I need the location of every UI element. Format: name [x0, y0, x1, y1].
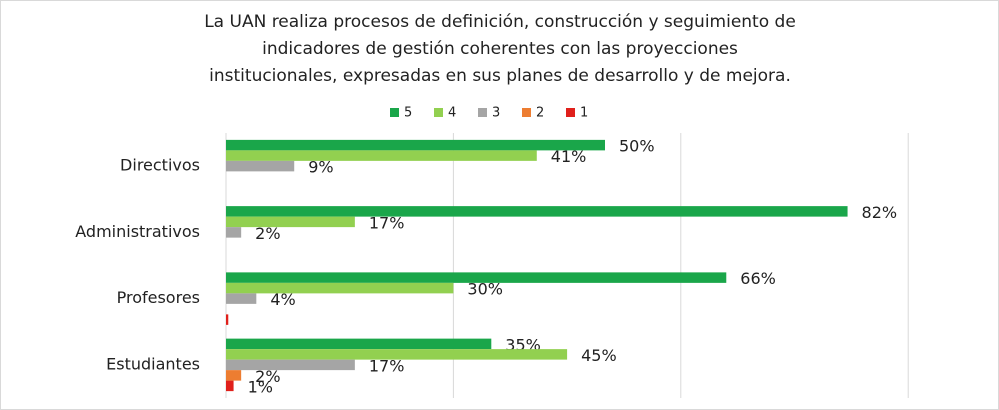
- bar: [226, 160, 295, 172]
- legend-swatch: [390, 108, 399, 117]
- bar: [226, 139, 605, 151]
- bar: [226, 338, 492, 350]
- bar: [226, 359, 355, 371]
- legend-label: 1: [580, 106, 588, 121]
- chart-title: La UAN realiza procesos de definición, c…: [204, 12, 796, 32]
- legend-swatch: [566, 108, 575, 117]
- y-tick-label: Profesores: [117, 288, 200, 307]
- legend-label: 5: [404, 106, 412, 121]
- legend-swatch: [478, 108, 487, 117]
- bar: [226, 206, 848, 217]
- data-label: 4%: [270, 290, 295, 309]
- legend-label: 3: [492, 106, 500, 121]
- chart-title: institucionales, expresadas en sus plane…: [209, 66, 791, 86]
- data-label: 9%: [308, 158, 333, 177]
- data-label: 30%: [467, 280, 503, 299]
- bar: [226, 314, 229, 325]
- data-label: 1%: [248, 377, 273, 396]
- data-label: 17%: [369, 356, 405, 375]
- chart-title: indicadores de gestión coherentes con la…: [262, 39, 738, 59]
- data-label: 50%: [619, 137, 655, 156]
- bar: [226, 380, 234, 392]
- data-label: 82%: [862, 203, 898, 222]
- legend-label: 4: [448, 106, 456, 121]
- data-label: 45%: [581, 346, 617, 365]
- y-tick-label: Directivos: [120, 156, 200, 175]
- bar: [226, 349, 568, 360]
- y-tick-label: Administrativos: [75, 222, 200, 241]
- legend-swatch: [434, 108, 443, 117]
- bar: [226, 216, 355, 228]
- bar: [226, 227, 242, 238]
- data-label: 2%: [255, 224, 280, 243]
- bar: [226, 150, 537, 161]
- data-label: 41%: [551, 147, 587, 166]
- y-tick-label: Estudiantes: [106, 354, 200, 373]
- bar: [226, 282, 454, 294]
- legend-swatch: [522, 108, 531, 117]
- legend-label: 2: [536, 106, 544, 121]
- bar: [226, 272, 727, 283]
- data-label: 17%: [369, 213, 405, 232]
- bar: [226, 293, 257, 304]
- data-label: 2%: [255, 367, 280, 386]
- data-label: 66%: [740, 269, 776, 288]
- bar: [226, 370, 242, 381]
